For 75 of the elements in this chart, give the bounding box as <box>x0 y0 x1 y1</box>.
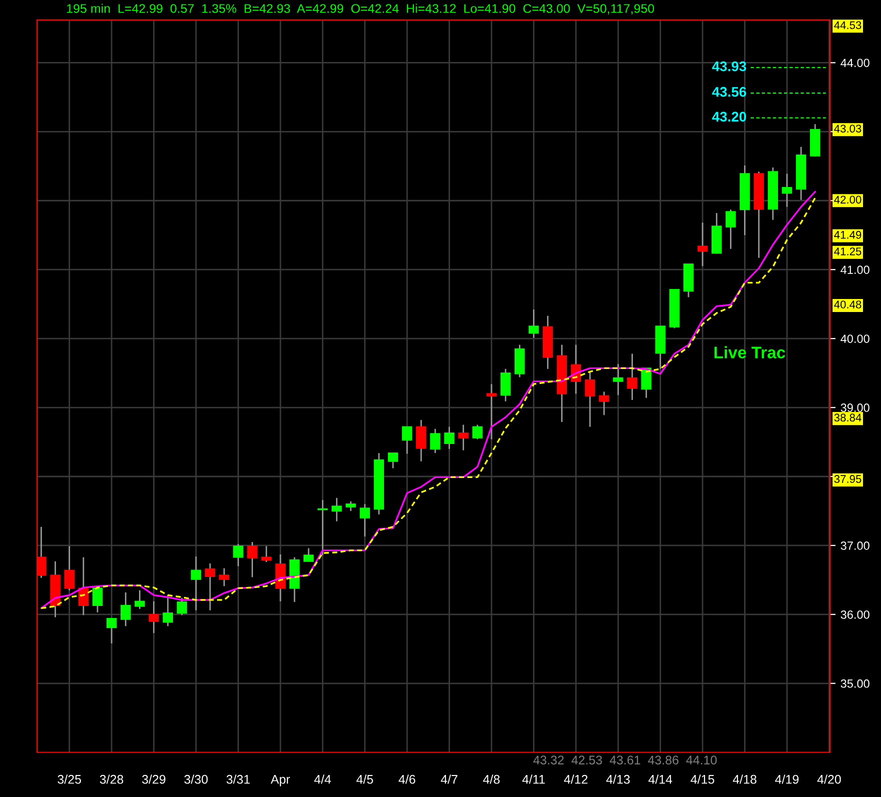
ref-line-label: 43.93 <box>712 61 746 72</box>
candlestick <box>332 497 342 522</box>
x-tick-label: 3/28 <box>100 774 124 784</box>
candlestick <box>64 545 74 591</box>
candlestick <box>233 543 244 567</box>
candlestick <box>360 503 370 538</box>
candlestick <box>402 426 412 454</box>
annotation: 41.49 <box>834 230 862 239</box>
y-tick-label: 44.00 <box>840 58 870 68</box>
x-tick-label: 3/29 <box>142 774 166 784</box>
candlestick <box>528 308 539 339</box>
x-tick-label: 3/31 <box>226 774 250 784</box>
candlestick <box>148 600 159 634</box>
candlestick <box>247 541 258 578</box>
x-tick-label: 4/4 <box>314 774 331 784</box>
candlestick <box>598 390 610 416</box>
candlestick <box>486 383 497 440</box>
candlestick <box>500 368 511 402</box>
candlestick <box>388 452 398 469</box>
candlestick <box>204 562 216 611</box>
text: 43.32 42.53 43.61 43.86 44.10 <box>533 756 717 764</box>
y-tick-label: 36.00 <box>840 610 870 619</box>
x-tick-label: 4/13 <box>606 774 630 784</box>
y-tick-label: 35.00 <box>840 679 870 688</box>
ref-line-label: 43.56 <box>712 86 746 97</box>
x-tick-label: 4/20 <box>817 774 841 784</box>
y-tick-label: 40.00 <box>840 334 870 343</box>
candlestick <box>261 545 272 563</box>
annotation: 37.95 <box>834 475 862 483</box>
x-tick-label: 4/7 <box>440 774 458 784</box>
candlestick <box>318 499 328 556</box>
annotation: Live Trac <box>714 346 786 358</box>
candlestick <box>416 419 426 462</box>
candlestick <box>176 597 188 616</box>
candlestick <box>444 426 454 450</box>
candlestick <box>627 353 638 401</box>
candlestick <box>697 222 708 267</box>
x-tick-label: 4/5 <box>356 774 374 784</box>
y-tick-label: 37.00 <box>840 541 870 550</box>
candlestick <box>430 428 440 454</box>
annotation: 42.00 <box>834 196 862 204</box>
annotation: 44.53 <box>834 21 862 30</box>
candlestick <box>472 424 483 440</box>
x-tick-label: 4/12 <box>564 774 588 784</box>
y-tick-label: 41.00 <box>840 266 870 274</box>
candlestick <box>726 208 736 250</box>
x-tick-label: 4/11 <box>522 774 545 784</box>
candlestick <box>134 590 145 610</box>
annotation: 38.84 <box>834 414 862 422</box>
candlestick <box>190 556 202 611</box>
candlestick <box>303 548 314 562</box>
x-tick-label: 4/14 <box>648 774 672 784</box>
candlestick <box>346 500 356 512</box>
candlestick <box>584 370 596 428</box>
candlestick <box>162 594 173 627</box>
x-tick-label: 4/8 <box>483 774 500 784</box>
x-tick-label: 4/6 <box>398 774 416 784</box>
candlestick <box>458 424 468 451</box>
x-tick-label: 4/15 <box>690 774 714 784</box>
candlestick <box>106 617 117 644</box>
ref-line-label: 43.20 <box>712 112 746 122</box>
x-tick-label: 3/30 <box>184 774 208 784</box>
chart-title: 195 min L=42.99 0.57 1.35% B=42.93 A=42.99 O=42.24 Hi=43.12 Lo=41.90 C=43.00 V=50,117,950 <box>67 4 654 14</box>
candlestick <box>782 173 792 208</box>
candlestick <box>120 592 131 627</box>
annotation: 43.03 <box>834 124 862 133</box>
candlestick <box>219 568 230 587</box>
candlestick <box>613 363 624 396</box>
annotation: 41.25 <box>834 247 862 256</box>
x-tick-label: 4/19 <box>775 774 799 784</box>
annotation: 40.48 <box>834 300 862 308</box>
x-tick-label: Apr <box>270 775 290 786</box>
y-tick-label: 39.00 <box>840 404 870 412</box>
x-tick-label: 4/18 <box>732 774 756 784</box>
x-tick-label: 3/25 <box>58 774 82 784</box>
